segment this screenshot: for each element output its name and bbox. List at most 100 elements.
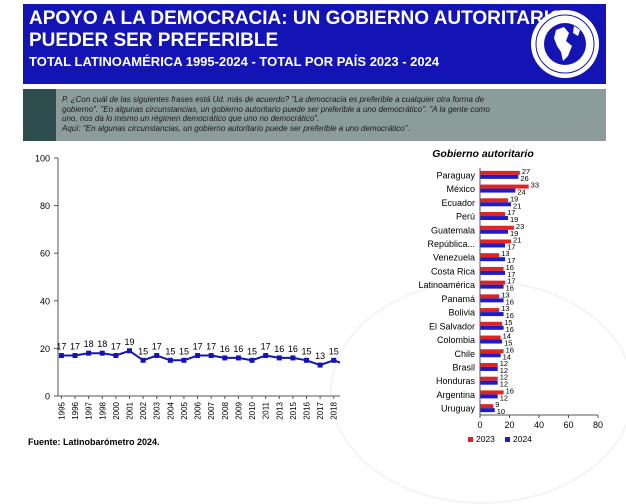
latinobarometro-logo-icon (531, 10, 599, 78)
bar-label-2024: 19 (510, 215, 518, 224)
bar-2023 (480, 335, 501, 340)
bar-2024 (480, 257, 506, 262)
data-point (276, 355, 282, 361)
bar-label-2023: 13 (501, 249, 509, 258)
line-chart: 0 20 40 60 80 100 17 1995 17 1996 18 1997 18 1998 17 20… (35, 154, 340, 420)
bar-2024 (480, 380, 498, 385)
page-subtitle: TOTAL LATINOAMÉRICA 1995-2024 - TOTAL PO… (29, 54, 440, 69)
data-label: 16 (233, 344, 243, 354)
bar-2023 (480, 280, 506, 285)
data-label: 16 (288, 344, 298, 354)
bar-label-2023: 23 (516, 222, 524, 231)
bar-label-2024: 10 (497, 407, 505, 416)
category-label: República... (427, 239, 475, 249)
x-tick-label: 40 (534, 420, 544, 430)
data-point (86, 350, 92, 356)
bar-2023 (480, 362, 498, 367)
x-tick-label: 2002 (139, 401, 148, 419)
bar-label-2023: 9 (495, 400, 499, 409)
question-line: P. ¿Con cuál de las siguientes frases es… (62, 95, 485, 104)
bar-label-2024: 24 (517, 188, 525, 197)
data-label: 15 (165, 346, 175, 356)
data-point (99, 350, 105, 356)
bar-2023 (480, 404, 494, 409)
bar-2024 (480, 243, 506, 248)
category-label: Perú (456, 212, 475, 222)
legend-label-2024: 2024 (513, 434, 532, 444)
data-label: 16 (274, 344, 284, 354)
bar-2023 (480, 198, 509, 203)
category-label: Venezuela (433, 253, 475, 263)
x-tick-label: 1998 (98, 401, 107, 419)
bar-label-2024: 19 (510, 229, 518, 238)
bar-label-2023: 21 (513, 235, 521, 244)
x-tick-label: 2009 (234, 401, 243, 419)
bar-2024 (480, 353, 501, 358)
data-point (249, 357, 255, 363)
data-label: 16 (220, 344, 230, 354)
bar-label-2023: 13 (501, 290, 509, 299)
bar-2024 (480, 229, 509, 234)
bar-label-2024: 15 (504, 339, 512, 348)
data-point (290, 355, 296, 361)
bar-2023 (480, 239, 511, 244)
category-label: Honduras (436, 376, 476, 386)
y-tick-label: 80 (40, 201, 50, 211)
data-label: 17 (261, 342, 271, 352)
bar-2023 (480, 376, 498, 381)
data-point (113, 353, 119, 359)
data-label: 18 (97, 339, 107, 349)
category-label: Argentina (436, 390, 475, 400)
x-tick-label: 2011 (262, 401, 271, 419)
category-label: Panamá (441, 294, 475, 304)
bar-label-2024: 12 (500, 380, 508, 389)
data-point (167, 357, 173, 363)
x-tick-label: 2000 (112, 401, 121, 419)
bar-label-2023: 16 (506, 386, 514, 395)
bar-2023 (480, 184, 529, 189)
x-tick-label: 1995 (57, 401, 66, 419)
data-label: 17 (111, 342, 121, 352)
bar-label-2024: 17 (507, 270, 515, 279)
data-label: 17 (56, 342, 66, 352)
bar-2023 (480, 390, 504, 395)
bar-label-2023: 19 (510, 194, 518, 203)
data-label: 15 (302, 346, 312, 356)
x-tick-label: 2005 (180, 401, 189, 419)
bar-2023 (480, 294, 500, 299)
bar-label-2024: 16 (506, 297, 514, 306)
data-label: 15 (329, 346, 339, 356)
x-tick-label: 2006 (194, 401, 203, 419)
y-tick-label: 100 (35, 154, 50, 164)
bar-2023 (480, 212, 506, 217)
bar-2024 (480, 284, 504, 289)
question-box-stripe (23, 89, 56, 141)
bar-2024 (480, 174, 519, 179)
bar-2023 (480, 321, 503, 326)
bar-2024 (480, 298, 504, 303)
data-point (72, 353, 78, 359)
category-label: Guatemala (431, 225, 475, 235)
data-point (263, 353, 269, 359)
bar-2024 (480, 270, 506, 275)
bar-2024 (480, 202, 511, 207)
bar-2024 (480, 366, 498, 371)
bar-label-2024: 16 (506, 311, 514, 320)
bar-2024 (480, 216, 509, 221)
category-label: Costa Rica (431, 266, 475, 276)
data-point (331, 357, 337, 363)
bar-2023 (480, 170, 520, 175)
x-tick-label: 60 (563, 420, 573, 430)
bar-label-2024: 16 (506, 284, 514, 293)
bar-label-2023: 16 (506, 263, 514, 272)
data-point (235, 355, 241, 361)
bar-label-2024: 17 (507, 256, 515, 265)
bar-label-2024: 12 (500, 393, 508, 402)
x-tick-label: 1996 (71, 401, 80, 419)
data-label: 18 (84, 339, 94, 349)
bar-2024 (480, 408, 495, 413)
category-label: El Salvador (429, 321, 475, 331)
x-tick-label: 2015 (289, 401, 298, 419)
x-tick-label: 2001 (125, 401, 134, 419)
bar-label-2023: 15 (504, 318, 512, 327)
